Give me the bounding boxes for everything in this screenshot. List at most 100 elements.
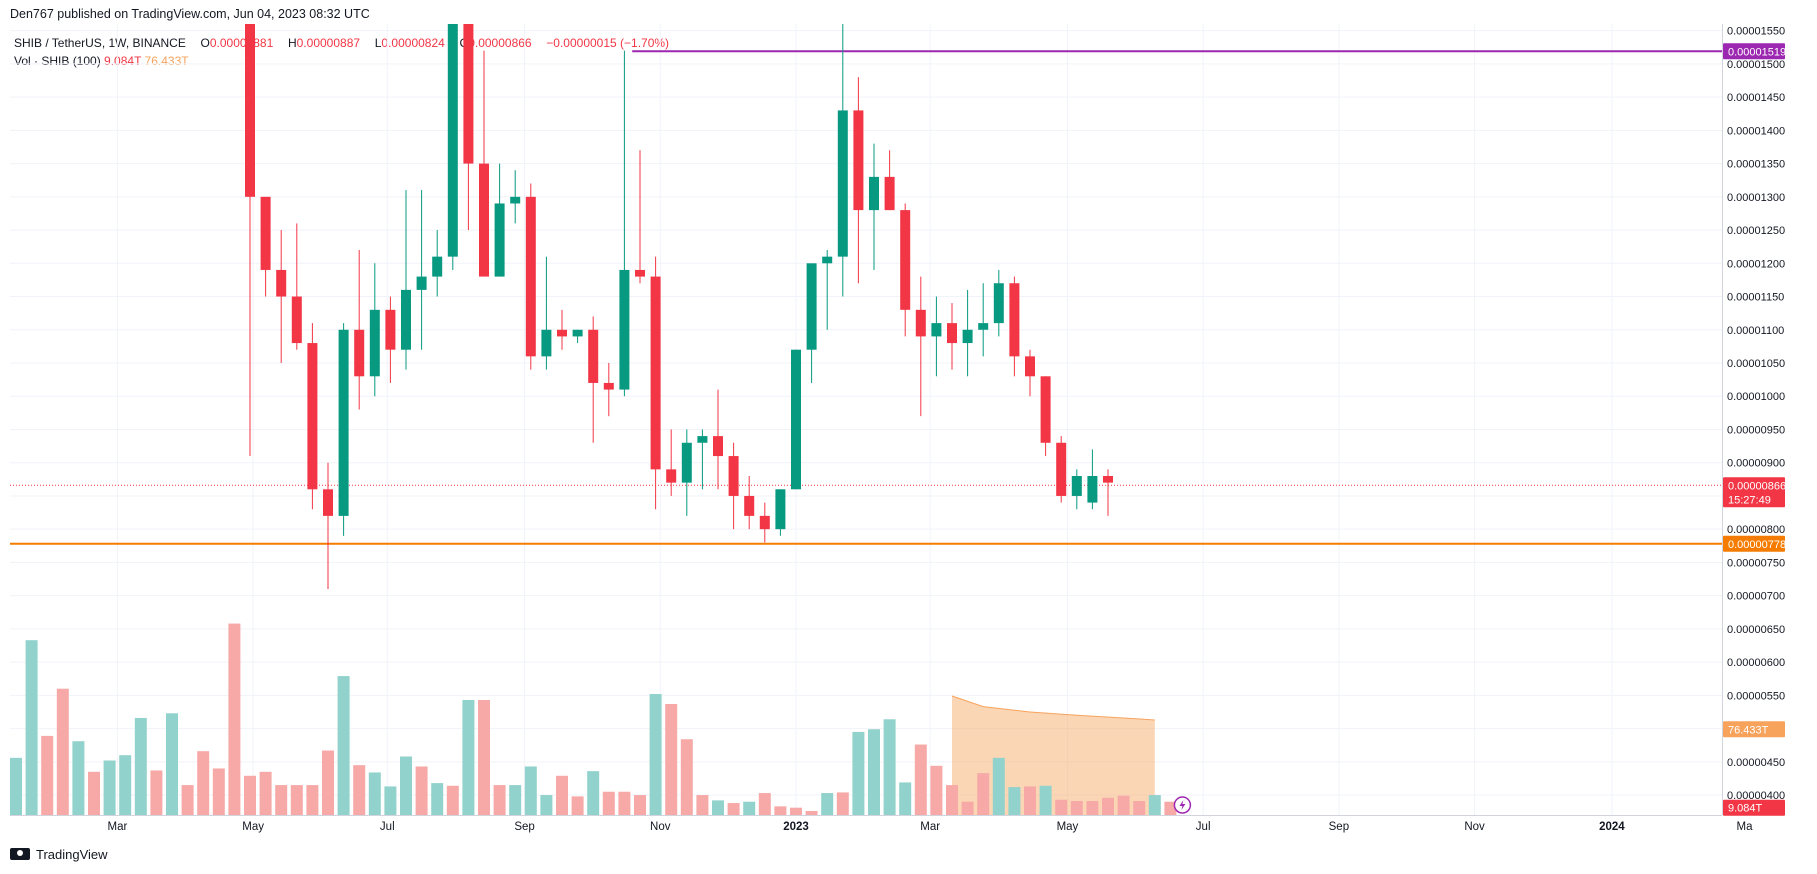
candle-body: [541, 329, 552, 357]
y-tick-label: 0.00000550: [1727, 690, 1785, 702]
candle: [900, 203, 911, 337]
volume-label: 9.084T: [1728, 803, 1763, 815]
candle-body: [307, 343, 318, 490]
y-tick-label: 0.00000950: [1727, 424, 1785, 436]
x-tick-label: Sep: [514, 821, 534, 833]
x-tick-label: May: [1057, 821, 1079, 833]
volume-bar: [883, 719, 896, 815]
volume-bar: [774, 806, 787, 815]
low-label: L: [374, 36, 382, 50]
support-badge: [1723, 535, 1785, 552]
candle: [947, 303, 957, 370]
volume-bar: [899, 782, 912, 815]
x-tick-label: Jul: [1196, 821, 1211, 833]
candle: [245, 24, 255, 457]
candle-body: [1087, 476, 1098, 503]
open-label: O: [200, 36, 210, 50]
volume-bar: [322, 750, 334, 815]
volume-bar: [914, 744, 927, 815]
candle-body: [369, 309, 380, 377]
candle: [588, 316, 599, 443]
volume-bar: [384, 786, 397, 815]
candle: [744, 476, 755, 530]
candle-body: [759, 515, 770, 530]
candle: [822, 250, 833, 330]
price-badges: 0.00001519 0.00000778 0.00000866 15:27:49 76…: [1173, 43, 1786, 816]
volume-bar: [72, 741, 85, 815]
volume-bar: [181, 785, 194, 815]
candle: [635, 150, 645, 284]
candle: [962, 289, 973, 377]
candle: [416, 190, 427, 350]
y-tick-label: 0.00001400: [1727, 125, 1785, 137]
volume-ma-label: 76.433T: [1728, 724, 1769, 736]
volume-bar: [103, 760, 116, 815]
candle: [1087, 449, 1098, 510]
candle: [759, 502, 770, 543]
resistance-badge: [1723, 43, 1785, 60]
chart-legend: SHIB / TetherUS, 1W, BINANCE O0.00000881…: [14, 34, 669, 70]
candle-body: [1071, 476, 1082, 496]
candle-body: [416, 276, 427, 290]
candle: [432, 230, 443, 297]
y-tick-label: 0.00000900: [1727, 458, 1785, 470]
volume-bar: [134, 717, 147, 815]
candle-body: [1040, 376, 1051, 443]
volume-bar: [88, 771, 100, 815]
x-tick-label: Sep: [1329, 821, 1349, 833]
volume-bar: [1133, 801, 1146, 815]
candle: [697, 429, 708, 490]
candle: [791, 349, 801, 490]
last-price-label: 0.00000866: [1728, 480, 1786, 492]
publisher-line: Den767 published on TradingView.com, Jun…: [10, 7, 370, 21]
volume-bar: [758, 793, 771, 815]
x-tick-label: Nov: [650, 821, 671, 833]
y-tick-label: 0.00001000: [1727, 391, 1785, 403]
candle: [1071, 469, 1082, 510]
candle-body: [557, 329, 567, 337]
candles: [245, 24, 1113, 589]
candle: [681, 429, 692, 516]
volume-bar: [634, 795, 646, 815]
volume-bars: [10, 623, 1177, 815]
candle: [1025, 349, 1035, 397]
candle: [650, 256, 661, 510]
candle-body: [853, 110, 864, 211]
candle-body: [619, 269, 630, 390]
last-price-countdown: 15:27:49: [1728, 494, 1771, 506]
y-tick-label: 0.00000450: [1727, 757, 1785, 769]
volume-bar: [743, 801, 756, 815]
volume-bar: [1024, 786, 1036, 815]
y-tick-label: 0.00001200: [1727, 258, 1785, 270]
y-tick-label: 0.00001250: [1727, 225, 1785, 237]
candle-body: [525, 196, 536, 357]
high-label: H: [287, 36, 297, 50]
candle-body: [510, 196, 521, 204]
volume-bar: [1102, 797, 1114, 815]
volume-bar: [228, 623, 241, 815]
volume-bar: [10, 757, 22, 815]
x-tick-label: 2024: [1599, 821, 1625, 833]
volume-bar: [1008, 787, 1021, 815]
candle-body: [775, 489, 786, 530]
volume-bar: [56, 688, 69, 815]
candle: [1056, 436, 1067, 503]
candle: [276, 230, 287, 363]
candle-body: [728, 456, 739, 496]
volume-bar: [212, 768, 225, 815]
candle: [307, 323, 318, 510]
x-tick-label: Mar: [107, 821, 127, 833]
volume-bar: [431, 783, 444, 815]
candle-body: [931, 323, 942, 337]
volume-bar: [25, 640, 38, 815]
candle: [1009, 276, 1020, 377]
volume-bar: [197, 751, 210, 815]
candle: [931, 296, 942, 377]
volume-bar: [368, 772, 381, 815]
candle-body: [993, 283, 1004, 324]
x-tick-label: Ma: [1736, 821, 1753, 833]
y-tick-label: 0.00001050: [1727, 358, 1785, 370]
y-tick-label: 0.00001350: [1727, 159, 1785, 171]
volume-bar: [602, 791, 615, 815]
